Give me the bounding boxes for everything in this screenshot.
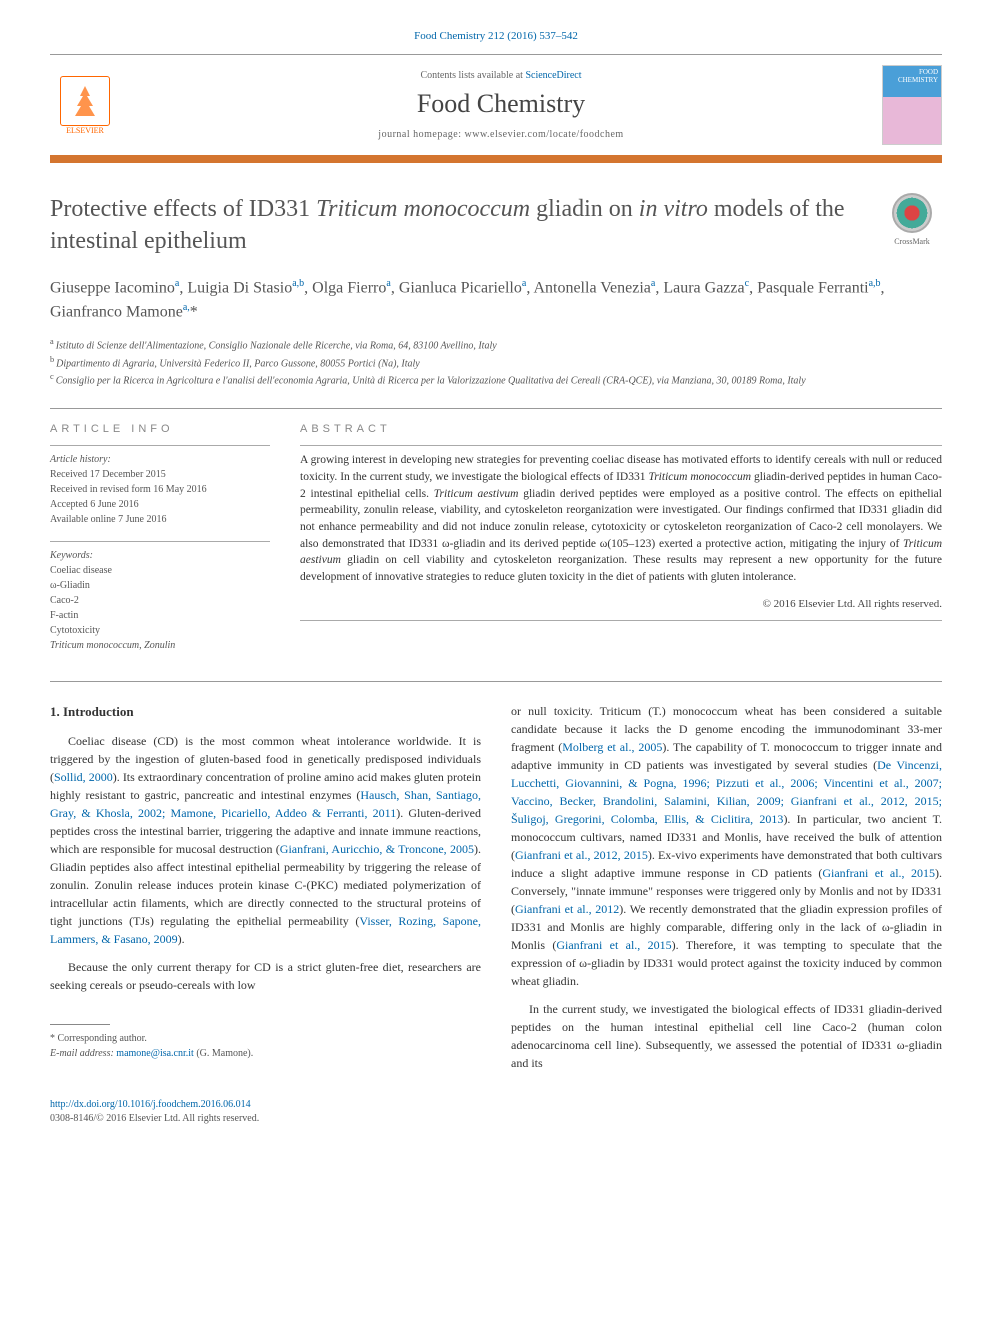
history-item: Received in revised form 16 May 2016 — [50, 482, 270, 497]
corresponding-author-note: * Corresponding author. — [50, 1031, 481, 1046]
email-label: E-mail address: — [50, 1048, 114, 1059]
keyword: Coeliac disease — [50, 563, 270, 578]
body-paragraph: Coeliac disease (CD) is the most common … — [50, 732, 481, 948]
history-item: Received 17 December 2015 — [50, 467, 270, 482]
affiliation: bDipartimento di Agraria, Università Fed… — [50, 354, 942, 371]
abstract-copyright: © 2016 Elsevier Ltd. All rights reserved… — [300, 598, 942, 610]
elsevier-tree-icon — [60, 76, 110, 126]
journal-name: Food Chemistry — [120, 89, 882, 119]
journal-citation: Food Chemistry 212 (2016) 537–542 — [50, 30, 942, 42]
article-title: Protective effects of ID331 Triticum mon… — [50, 193, 862, 258]
affiliation: cConsiglio per la Ricerca in Agricoltura… — [50, 371, 942, 388]
abstract-heading: ABSTRACT — [300, 423, 942, 435]
crossmark-badge[interactable]: CrossMark — [882, 193, 942, 253]
article-info-heading: ARTICLE INFO — [50, 423, 270, 435]
crossmark-icon — [892, 193, 932, 233]
history-label: Article history: — [50, 454, 270, 465]
section-heading: 1. Introduction — [50, 702, 481, 722]
header-accent-bar — [50, 155, 942, 163]
keyword: Triticum monococcum, Zonulin — [50, 638, 270, 653]
sciencedirect-link[interactable]: ScienceDirect — [525, 70, 581, 81]
keyword: Caco-2 — [50, 593, 270, 608]
keyword: Cytotoxicity — [50, 623, 270, 638]
doi-link[interactable]: http://dx.doi.org/10.1016/j.foodchem.201… — [50, 1099, 251, 1110]
body-paragraph: or null toxicity. Triticum (T.) monococc… — [511, 702, 942, 990]
affiliations: aIstituto di Scienze dell'Alimentazione,… — [50, 336, 942, 388]
author-list: Giuseppe Iacominoa, Luigia Di Stasioa,b,… — [50, 276, 942, 325]
abstract-text: A growing interest in developing new str… — [300, 452, 942, 585]
publisher-logo: ELSEVIER — [50, 65, 120, 145]
keyword: F-actin — [50, 608, 270, 623]
journal-cover-thumbnail: FOOD CHEMISTRY — [882, 65, 942, 145]
footnotes: * Corresponding author. E-mail address: … — [50, 1031, 481, 1061]
publisher-name: ELSEVIER — [66, 126, 104, 135]
journal-homepage: journal homepage: www.elsevier.com/locat… — [120, 129, 882, 140]
page-footer: http://dx.doi.org/10.1016/j.foodchem.201… — [50, 1098, 942, 1126]
corresponding-email-link[interactable]: mamone@isa.cnr.it — [116, 1048, 194, 1059]
affiliation: aIstituto di Scienze dell'Alimentazione,… — [50, 336, 942, 353]
issn-copyright: 0308-8146/© 2016 Elsevier Ltd. All right… — [50, 1113, 259, 1124]
body-paragraph: In the current study, we investigated th… — [511, 1000, 942, 1072]
history-item: Available online 7 June 2016 — [50, 512, 270, 527]
history-item: Accepted 6 June 2016 — [50, 497, 270, 512]
keywords-label: Keywords: — [50, 550, 270, 561]
article-info-column: ARTICLE INFO Article history: Received 1… — [50, 423, 270, 653]
journal-header: ELSEVIER Contents lists available at Sci… — [50, 54, 942, 155]
email-author-name: (G. Mamone). — [196, 1048, 253, 1059]
body-paragraph: Because the only current therapy for CD … — [50, 958, 481, 994]
contents-available-line: Contents lists available at ScienceDirec… — [120, 70, 882, 81]
abstract-column: ABSTRACT A growing interest in developin… — [300, 423, 942, 653]
body-text: 1. Introduction Coeliac disease (CD) is … — [50, 702, 942, 1082]
keyword: ω-Gliadin — [50, 578, 270, 593]
